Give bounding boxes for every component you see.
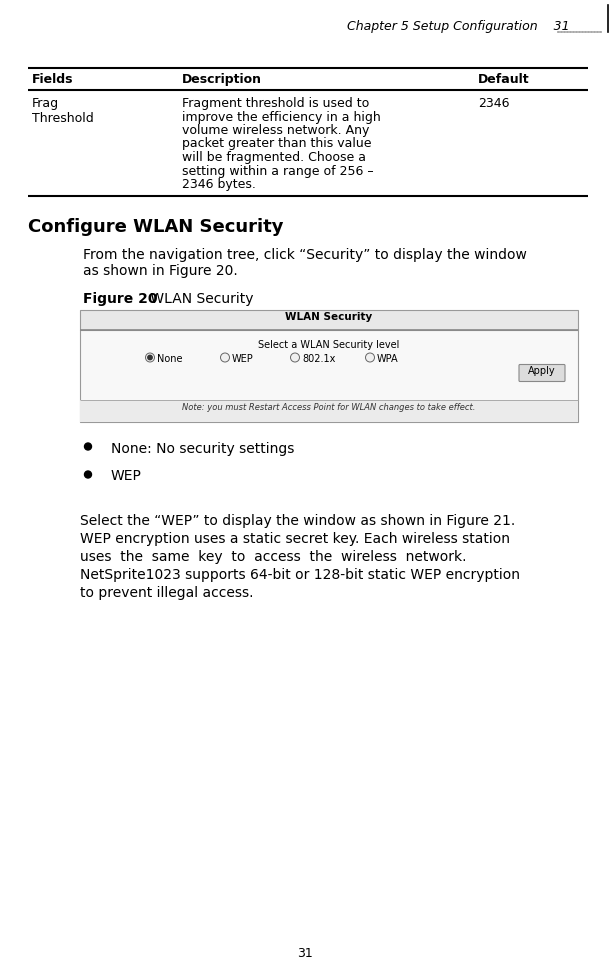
Bar	[80, 329, 578, 422]
Text: None: None	[157, 353, 182, 364]
Text: WPA: WPA	[377, 353, 398, 364]
Text: WLAN Security: WLAN Security	[285, 312, 373, 321]
FancyBboxPatch shape	[519, 365, 565, 381]
Text: Default: Default	[478, 73, 529, 86]
Circle shape	[220, 353, 229, 362]
Circle shape	[365, 353, 375, 362]
Text: From the navigation tree, click “Security” to display the window: From the navigation tree, click “Securit…	[83, 247, 527, 262]
Text: Select the “WEP” to display the window as shown in Figure 21.: Select the “WEP” to display the window a…	[80, 513, 515, 528]
Text: setting within a range of 256 –: setting within a range of 256 –	[182, 164, 373, 178]
Text: as shown in Figure 20.: as shown in Figure 20.	[83, 264, 238, 279]
Text: WEP: WEP	[232, 353, 254, 364]
Text: Fields: Fields	[32, 73, 73, 86]
Text: to prevent illegal access.: to prevent illegal access.	[80, 586, 254, 599]
Text: Select a WLAN Security level: Select a WLAN Security level	[258, 340, 400, 349]
Text: 2346 bytes.: 2346 bytes.	[182, 178, 256, 191]
Text: volume wireless network. Any: volume wireless network. Any	[182, 124, 370, 137]
Circle shape	[290, 353, 300, 362]
Text: 2346: 2346	[478, 97, 509, 110]
Text: None: No security settings: None: No security settings	[111, 442, 295, 455]
Text: Frag
Threshold: Frag Threshold	[32, 97, 94, 125]
Text: Configure WLAN Security: Configure WLAN Security	[28, 217, 284, 235]
Text: Apply: Apply	[528, 367, 556, 376]
Text: improve the efficiency in a high: improve the efficiency in a high	[182, 111, 381, 124]
Bar	[80, 310, 578, 329]
Text: Note: you must Restart Access Point for WLAN changes to take effect.: Note: you must Restart Access Point for …	[182, 403, 476, 412]
Text: WEP encryption uses a static secret key. Each wireless station: WEP encryption uses a static secret key.…	[80, 532, 510, 545]
Text: Fragment threshold is used to: Fragment threshold is used to	[182, 97, 369, 110]
Circle shape	[148, 355, 152, 360]
Text: Chapter 5 Setup Configuration    31: Chapter 5 Setup Configuration 31	[347, 20, 570, 33]
Text: WLAN Security: WLAN Security	[146, 291, 254, 306]
Text: Description: Description	[182, 73, 262, 86]
Text: NetSprite1023 supports 64-bit or 128-bit static WEP encryption: NetSprite1023 supports 64-bit or 128-bit…	[80, 567, 520, 582]
Circle shape	[85, 471, 92, 478]
Text: WEP: WEP	[111, 470, 142, 483]
Circle shape	[146, 353, 154, 362]
Text: will be fragmented. Choose a: will be fragmented. Choose a	[182, 151, 366, 164]
Text: uses  the  same  key  to  access  the  wireless  network.: uses the same key to access the wireless…	[80, 549, 467, 564]
Text: Figure 20: Figure 20	[83, 291, 157, 306]
Text: packet greater than this value: packet greater than this value	[182, 137, 371, 151]
Circle shape	[85, 443, 92, 450]
Text: 31: 31	[297, 947, 313, 960]
Text: 802.1x: 802.1x	[302, 353, 336, 364]
Bar	[80, 400, 578, 422]
